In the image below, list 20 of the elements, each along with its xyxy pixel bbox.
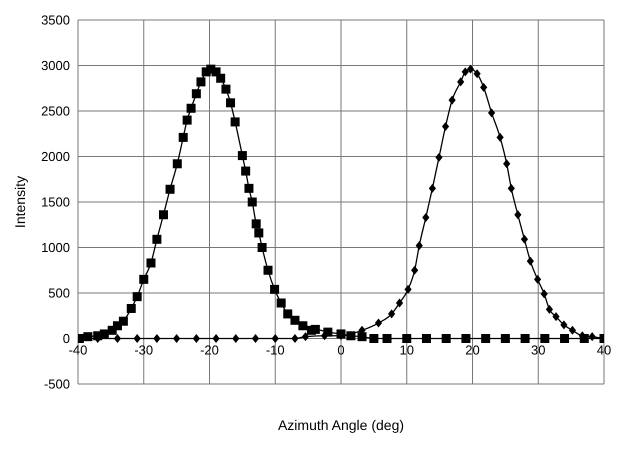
y-tick-label: -500 [44, 376, 70, 392]
y-tick-label: 1000 [41, 240, 70, 256]
y-axis-title: Intensity [12, 176, 28, 228]
y-tick-label: 3000 [41, 58, 70, 74]
x-tick-label: 20 [465, 342, 480, 358]
x-tick-label: 0 [337, 342, 345, 358]
x-axis-title: Azimuth Angle (deg) [278, 417, 404, 433]
x-tick-label: 40 [596, 342, 612, 358]
y-tick-label: 1500 [41, 194, 70, 210]
y-tick-label: 2500 [41, 104, 70, 119]
y-tick-label: 500 [48, 286, 70, 301]
x-tick-label: -20 [200, 342, 219, 358]
x-tick-label: -40 [68, 342, 88, 358]
y-tick-label: 0 [62, 331, 70, 346]
x-tick-label: 30 [531, 342, 546, 358]
y-tick-label: 3500 [41, 12, 70, 28]
x-tick-label: -30 [134, 342, 154, 358]
y-tick-label: 2000 [41, 149, 70, 164]
x-tick-label: 10 [400, 342, 414, 358]
x-tick-label: -10 [266, 342, 285, 358]
